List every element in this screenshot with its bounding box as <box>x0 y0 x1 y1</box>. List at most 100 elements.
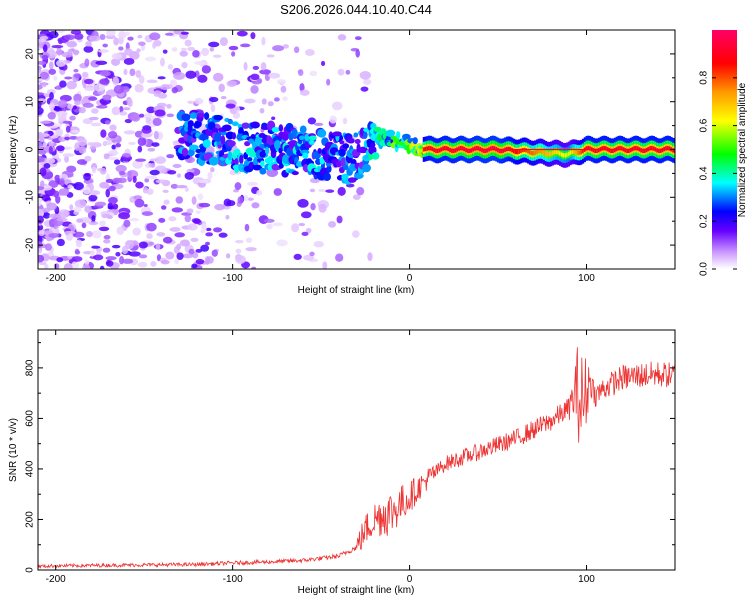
ridge-cell <box>308 135 317 141</box>
ridge-cell <box>189 112 198 119</box>
spectrogram-cell <box>176 252 184 260</box>
ridge-cell <box>199 145 207 153</box>
spectrogram-cell <box>274 97 280 102</box>
ridge-cell <box>181 113 191 122</box>
spectrogram-cell <box>84 58 90 67</box>
spectrogram-cell <box>256 189 263 196</box>
spectrogram-cell <box>192 50 200 58</box>
spectrogram-cell <box>276 239 288 247</box>
spectrogram-cell <box>122 107 131 111</box>
spectrogram-cell <box>82 102 94 108</box>
colorbar-label: Normalized spectral amplitude <box>737 82 748 217</box>
ridge-band <box>560 152 563 157</box>
ridge-cell <box>231 132 237 140</box>
ridge-band <box>551 150 555 156</box>
spectrogram-cell <box>113 84 125 94</box>
spectrogram-cell <box>38 254 45 263</box>
spectrogram-cell <box>244 223 250 232</box>
spectrogram-cell <box>74 142 80 151</box>
ridge-cell <box>371 152 380 160</box>
spectrogram-cell <box>166 113 175 118</box>
spectrogram-cell <box>151 142 160 147</box>
ridge-band <box>562 153 565 158</box>
ridge-band <box>656 148 659 153</box>
colorbar-tick-label: 0.8 <box>699 70 710 84</box>
spectrogram-cell <box>169 227 181 232</box>
spectrogram-cell <box>106 30 116 37</box>
spectrogram-cell <box>134 198 145 208</box>
spectrogram-cell <box>56 257 64 263</box>
spectrogram-cell <box>91 166 97 174</box>
spectrogram-cell <box>80 199 86 207</box>
ridge-cell <box>187 148 195 157</box>
ridge-cell <box>204 112 210 120</box>
ridge-band <box>442 146 445 151</box>
spectrogram-cell <box>162 189 169 193</box>
spectrogram-cell <box>115 251 121 257</box>
spectrogram-cell <box>41 194 51 202</box>
ridge-band <box>633 146 636 151</box>
spectrogram-cell <box>112 76 120 86</box>
ridge-band <box>666 145 670 151</box>
y-tick-label: 400 <box>25 460 36 477</box>
spectrogram-cell <box>237 196 244 204</box>
spectrogram-cell <box>128 141 136 145</box>
x-tick-label: -100 <box>223 574 243 585</box>
spectrogram-cell <box>138 41 146 46</box>
spectrogram-cell <box>354 36 362 41</box>
spectrogram-cell <box>157 76 166 80</box>
spectrogram-cell <box>63 34 76 41</box>
spectrogram-cell <box>67 103 73 110</box>
ridge-cell <box>339 140 345 145</box>
spectrogram-cell <box>83 172 91 181</box>
spectrogram-cell <box>326 78 331 86</box>
ridge-cell <box>323 172 331 181</box>
spectrogram-cell <box>124 118 132 124</box>
spectrogram-cell <box>171 47 178 52</box>
spectrogram-cell <box>73 49 79 56</box>
spectrogram-cell <box>38 65 42 71</box>
spectrogram-cell <box>111 52 123 60</box>
ridge-cell <box>317 148 322 154</box>
spectrogram-cell <box>352 194 361 201</box>
spectrogram-cell <box>127 98 133 108</box>
spectrogram-cell <box>201 47 210 57</box>
ridge-band <box>530 150 533 156</box>
spectrogram-cell <box>57 99 68 109</box>
spectrogram-cell <box>186 168 195 173</box>
ridge-band <box>546 152 549 157</box>
spectrogram-cell <box>88 96 98 101</box>
spectrogram-cell <box>309 251 315 257</box>
spectrogram-cell <box>82 186 91 195</box>
spectrogram-cell <box>99 70 111 77</box>
spectrogram-cell <box>84 259 90 266</box>
spectrogram-cell <box>99 220 106 226</box>
spectrogram-cell <box>63 263 73 269</box>
snr-frame <box>37 329 676 571</box>
spectrogram-cell <box>176 184 188 189</box>
ridge-cell <box>194 120 202 128</box>
spectrogram-cell <box>317 188 328 192</box>
spectrogram-cell <box>300 211 312 219</box>
ridge-band <box>613 148 617 153</box>
spectrogram-cell <box>112 207 119 216</box>
spectrogram-cell <box>46 202 57 211</box>
spectrogram-cell <box>78 146 87 154</box>
spectrogram-cell <box>74 250 81 255</box>
snr-x-ticks: -200 -100 0 100 <box>46 330 595 585</box>
ridge-band <box>454 148 457 153</box>
y-tick-label: -20 <box>25 237 36 252</box>
spectrogram-cell <box>250 73 260 81</box>
ridge-cell <box>385 129 396 137</box>
spectrogram-cell <box>299 89 310 96</box>
snr-x-label: Height of straight line (km) <box>298 585 415 596</box>
ridge-cell <box>347 137 355 144</box>
spectrogram-cell <box>310 203 316 211</box>
x-tick-label: -100 <box>223 273 243 284</box>
y-tick-label: 0 <box>25 146 36 152</box>
ridge-band <box>608 148 611 153</box>
spectrogram-cell <box>118 212 131 220</box>
ridge-cell <box>273 139 281 150</box>
spectrogram-cell <box>188 248 195 255</box>
spectrogram-cell <box>245 247 257 252</box>
